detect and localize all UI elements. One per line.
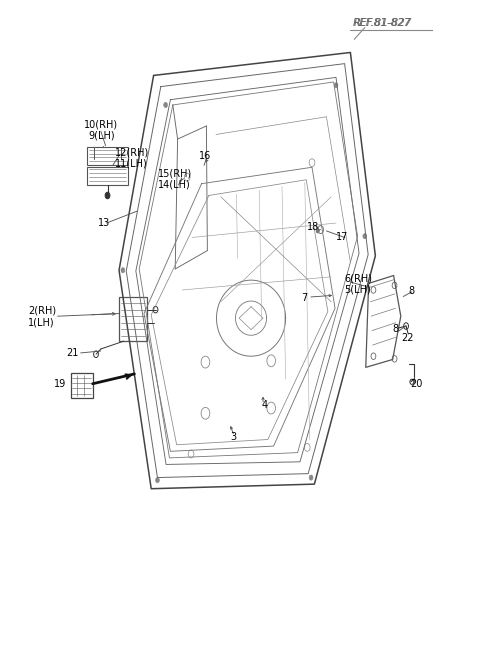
Bar bbox=[87, 167, 128, 185]
Text: 16: 16 bbox=[199, 151, 212, 161]
Text: 13: 13 bbox=[98, 218, 111, 228]
Text: 8: 8 bbox=[393, 324, 399, 335]
Text: 9(LH): 9(LH) bbox=[89, 131, 115, 141]
Circle shape bbox=[105, 192, 110, 199]
Text: 19: 19 bbox=[54, 379, 66, 389]
Text: 6(RH): 6(RH) bbox=[345, 273, 372, 283]
Text: 10(RH): 10(RH) bbox=[84, 119, 118, 130]
Circle shape bbox=[156, 478, 159, 483]
Text: 18: 18 bbox=[307, 222, 320, 232]
Text: REF.81-827: REF.81-827 bbox=[353, 18, 411, 28]
Text: 4: 4 bbox=[262, 400, 268, 410]
Bar bbox=[119, 297, 147, 341]
Bar bbox=[71, 373, 93, 398]
Text: 12(RH): 12(RH) bbox=[115, 147, 149, 157]
Text: 11(LH): 11(LH) bbox=[115, 158, 148, 169]
Bar bbox=[87, 147, 128, 165]
Circle shape bbox=[316, 229, 319, 233]
Circle shape bbox=[309, 475, 313, 480]
Text: 20: 20 bbox=[410, 379, 423, 389]
Text: 15(RH): 15(RH) bbox=[158, 169, 192, 179]
Text: 14(LH): 14(LH) bbox=[158, 180, 191, 190]
Text: 8: 8 bbox=[408, 286, 414, 297]
Text: 2(RH): 2(RH) bbox=[28, 306, 56, 316]
Text: 7: 7 bbox=[301, 293, 308, 303]
Text: 21: 21 bbox=[66, 348, 79, 358]
Circle shape bbox=[334, 83, 338, 88]
Text: 17: 17 bbox=[336, 232, 348, 243]
Circle shape bbox=[121, 268, 125, 273]
Text: 1(LH): 1(LH) bbox=[28, 317, 54, 327]
Circle shape bbox=[164, 102, 168, 108]
Text: 5(LH): 5(LH) bbox=[345, 284, 372, 295]
Circle shape bbox=[363, 234, 367, 239]
Text: 3: 3 bbox=[230, 432, 237, 442]
Text: REF.81-827: REF.81-827 bbox=[354, 18, 412, 28]
Text: 22: 22 bbox=[401, 333, 414, 344]
